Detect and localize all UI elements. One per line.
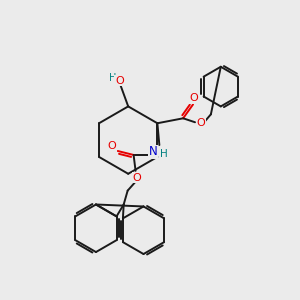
Text: H: H <box>160 149 168 159</box>
Text: O: O <box>132 173 141 183</box>
Text: H: H <box>109 73 116 83</box>
Text: O: O <box>196 118 205 128</box>
Text: O: O <box>190 94 198 103</box>
Text: O: O <box>107 141 116 151</box>
Text: O: O <box>115 76 124 85</box>
Text: N: N <box>149 146 158 158</box>
